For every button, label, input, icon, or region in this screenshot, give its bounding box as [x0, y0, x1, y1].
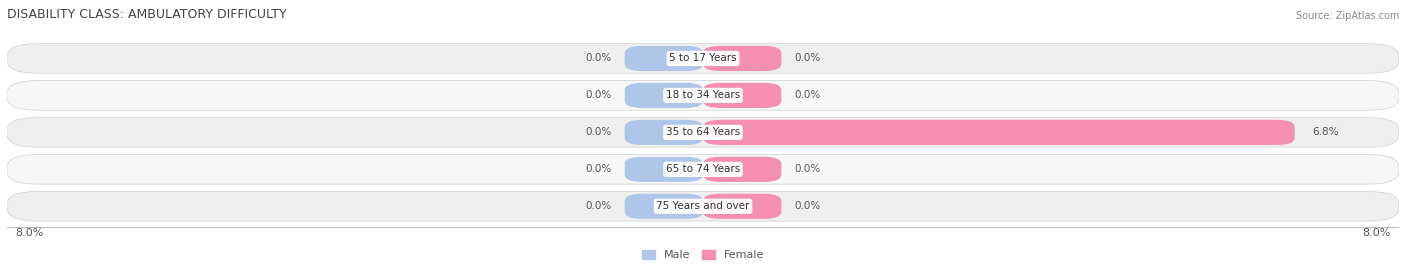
Text: Source: ZipAtlas.com: Source: ZipAtlas.com: [1296, 11, 1399, 21]
FancyBboxPatch shape: [624, 194, 703, 219]
FancyBboxPatch shape: [7, 118, 1399, 147]
FancyBboxPatch shape: [624, 120, 703, 145]
FancyBboxPatch shape: [7, 44, 1399, 73]
Text: 0.0%: 0.0%: [794, 164, 821, 174]
Text: 0.0%: 0.0%: [585, 164, 612, 174]
Text: 0.0%: 0.0%: [585, 201, 612, 211]
Text: 8.0%: 8.0%: [1362, 228, 1391, 238]
Text: 0.0%: 0.0%: [585, 54, 612, 63]
Text: DISABILITY CLASS: AMBULATORY DIFFICULTY: DISABILITY CLASS: AMBULATORY DIFFICULTY: [7, 8, 287, 21]
FancyBboxPatch shape: [703, 157, 782, 182]
Text: 18 to 34 Years: 18 to 34 Years: [666, 90, 740, 100]
FancyBboxPatch shape: [624, 83, 703, 108]
FancyBboxPatch shape: [7, 81, 1399, 110]
FancyBboxPatch shape: [703, 120, 1295, 145]
FancyBboxPatch shape: [7, 192, 1399, 221]
FancyBboxPatch shape: [703, 194, 782, 219]
Text: 75 Years and over: 75 Years and over: [657, 201, 749, 211]
FancyBboxPatch shape: [624, 157, 703, 182]
Text: 0.0%: 0.0%: [794, 54, 821, 63]
Text: 0.0%: 0.0%: [794, 90, 821, 100]
Text: 6.8%: 6.8%: [1312, 128, 1339, 137]
Legend: Male, Female: Male, Female: [641, 250, 765, 260]
FancyBboxPatch shape: [703, 83, 782, 108]
Text: 35 to 64 Years: 35 to 64 Years: [666, 128, 740, 137]
FancyBboxPatch shape: [703, 46, 782, 71]
FancyBboxPatch shape: [624, 46, 703, 71]
Text: 8.0%: 8.0%: [15, 228, 44, 238]
Text: 0.0%: 0.0%: [585, 128, 612, 137]
FancyBboxPatch shape: [7, 155, 1399, 184]
Text: 0.0%: 0.0%: [585, 90, 612, 100]
Text: 65 to 74 Years: 65 to 74 Years: [666, 164, 740, 174]
Text: 5 to 17 Years: 5 to 17 Years: [669, 54, 737, 63]
Text: 0.0%: 0.0%: [794, 201, 821, 211]
